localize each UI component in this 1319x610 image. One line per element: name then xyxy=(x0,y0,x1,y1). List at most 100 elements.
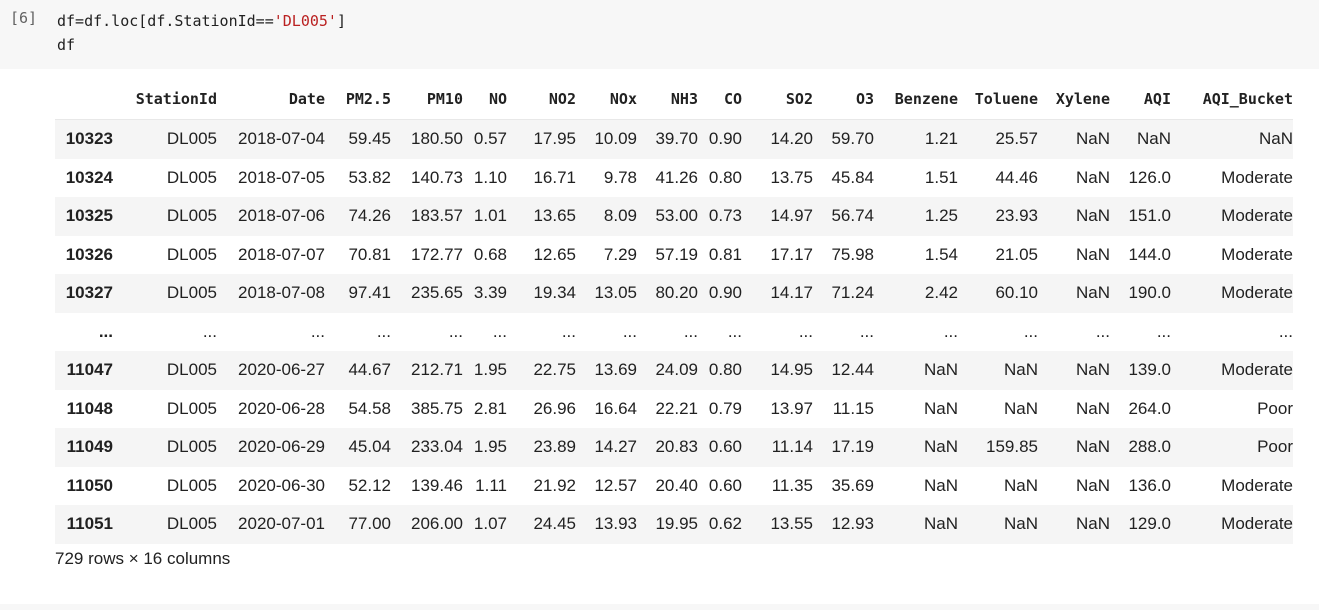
table-cell: 2018-07-05 xyxy=(238,167,325,187)
table-cell: 0.73 xyxy=(708,206,742,226)
table-cell: 14.20 xyxy=(770,129,813,149)
table-cell: 140.73 xyxy=(411,167,463,187)
table-row: 10326 DL005 2018-07-07 70.81 172.77 0.68 12.65… xyxy=(55,235,1293,274)
table-cell: ... xyxy=(622,321,637,341)
table-cell: NaN xyxy=(923,514,958,534)
table-header: StationId Date PM2.5 PM10 NO NO2 NOx NH3 CO SO2 O3… xyxy=(55,79,1293,120)
table-cell: 12.44 xyxy=(831,360,874,380)
table-cell: 12.93 xyxy=(831,514,874,534)
table-cell: 17.19 xyxy=(831,437,874,457)
table-cell: 0.62 xyxy=(708,514,742,534)
table-cell: 12.65 xyxy=(533,244,576,264)
table-cell: 172.77 xyxy=(411,244,463,264)
table-cell: 0.79 xyxy=(708,398,742,418)
table-cell: 1.10 xyxy=(473,167,507,187)
column-header: NO xyxy=(463,79,507,120)
table-cell: ... xyxy=(202,321,217,341)
execution-count-prompt: [6] xyxy=(10,9,38,27)
table-cell: 2020-06-29 xyxy=(238,437,325,457)
column-header: Toluene xyxy=(958,79,1038,120)
table-cell: NaN xyxy=(923,437,958,457)
column-header: Date xyxy=(217,79,325,120)
table-cell: 1.95 xyxy=(473,360,507,380)
header-index-cell xyxy=(55,79,113,120)
table-cell: 136.0 xyxy=(1128,475,1171,495)
code-editor[interactable]: df=df.loc[df.StationId=='DL005'] df xyxy=(57,9,346,57)
table-cell: 129.0 xyxy=(1128,514,1171,534)
table-cell: 44.67 xyxy=(348,360,391,380)
table-cell: NaN xyxy=(1075,206,1110,226)
table-cell: 2020-06-28 xyxy=(238,398,325,418)
table-cell: 1.21 xyxy=(924,129,958,149)
table-cell: 14.27 xyxy=(594,437,637,457)
table-cell: NaN xyxy=(1075,437,1110,457)
table-cell: 24.45 xyxy=(533,514,576,534)
column-header: StationId xyxy=(113,79,217,120)
row-index: ... xyxy=(98,321,113,341)
table-cell: NaN xyxy=(1003,514,1038,534)
table-cell: 206.00 xyxy=(411,514,463,534)
table-cell: 233.04 xyxy=(411,437,463,457)
table-cell: 180.50 xyxy=(411,129,463,149)
table-cell: 59.45 xyxy=(348,129,391,149)
table-cell: 52.12 xyxy=(348,475,391,495)
table-cell: 2020-06-30 xyxy=(238,475,325,495)
table-cell: 1.07 xyxy=(473,514,507,534)
next-cell-edge xyxy=(0,604,1319,610)
table-cell: ... xyxy=(1278,321,1293,341)
column-header: PM2.5 xyxy=(325,79,391,120)
table-cell: 1.01 xyxy=(473,206,507,226)
table-cell: 14.97 xyxy=(770,206,813,226)
table-cell: 39.70 xyxy=(655,129,698,149)
table-cell: 1.54 xyxy=(924,244,958,264)
table-cell: Moderate xyxy=(1221,360,1293,380)
table-cell: 0.80 xyxy=(708,360,742,380)
table-cell: 13.75 xyxy=(770,167,813,187)
table-cell: ... xyxy=(492,321,507,341)
table-cell: 0.81 xyxy=(708,244,742,264)
table-cell: 11.14 xyxy=(771,437,813,457)
table-cell: DL005 xyxy=(166,514,217,534)
row-index: 10327 xyxy=(65,283,113,303)
table-cell: 59.70 xyxy=(831,129,874,149)
table-cell: 1.51 xyxy=(924,167,958,187)
table-cell: 159.85 xyxy=(986,437,1038,457)
table-cell: 26.96 xyxy=(533,398,576,418)
table-cell: DL005 xyxy=(166,129,217,149)
cell-output: StationId Date PM2.5 PM10 NO NO2 NOx NH3 CO SO2 O3… xyxy=(55,79,1293,544)
column-header: AQI_Bucket xyxy=(1171,79,1293,120)
column-header: CO xyxy=(698,79,742,120)
table-row: 11047 DL005 2020-06-27 44.67 212.71 1.95 22.75… xyxy=(55,351,1293,390)
dataframe-table: StationId Date PM2.5 PM10 NO NO2 NOx NH3 CO SO2 O3… xyxy=(55,79,1293,544)
table-cell: 2020-07-01 xyxy=(238,514,325,534)
table-cell: 0.90 xyxy=(708,283,742,303)
table-row: 11050 DL005 2020-06-30 52.12 139.46 1.11 21.92… xyxy=(55,466,1293,505)
table-cell: 13.97 xyxy=(770,398,813,418)
table-cell: Moderate xyxy=(1221,244,1293,264)
table-cell: 13.93 xyxy=(594,514,637,534)
table-cell: NaN xyxy=(1003,475,1038,495)
table-cell: 190.0 xyxy=(1128,283,1171,303)
table-cell: NaN xyxy=(1075,167,1110,187)
column-header: NO2 xyxy=(507,79,576,120)
table-cell: 0.80 xyxy=(708,167,742,187)
table-cell: 23.89 xyxy=(533,437,576,457)
code-cell-input[interactable]: [6] df=df.loc[df.StationId=='DL005'] df xyxy=(0,0,1319,69)
table-cell: 9.78 xyxy=(603,167,637,187)
table-cell: 13.05 xyxy=(594,283,637,303)
table-cell: ... xyxy=(683,321,698,341)
table-cell: 2020-06-27 xyxy=(238,360,325,380)
table-cell: DL005 xyxy=(166,360,217,380)
row-index: 10324 xyxy=(65,167,113,187)
column-header: PM10 xyxy=(391,79,463,120)
table-cell: 1.95 xyxy=(473,437,507,457)
table-cell: 23.93 xyxy=(995,206,1038,226)
table-cell: 60.10 xyxy=(995,283,1038,303)
table-cell: ... xyxy=(1156,321,1171,341)
table-cell: ... xyxy=(1095,321,1110,341)
table-cell: 53.82 xyxy=(348,167,391,187)
row-index: 11049 xyxy=(66,437,113,457)
table-body: 10323 DL005 2018-07-04 59.45 180.50 0.57 17.95… xyxy=(55,119,1293,544)
table-cell: DL005 xyxy=(166,244,217,264)
table-cell: 0.68 xyxy=(473,244,507,264)
